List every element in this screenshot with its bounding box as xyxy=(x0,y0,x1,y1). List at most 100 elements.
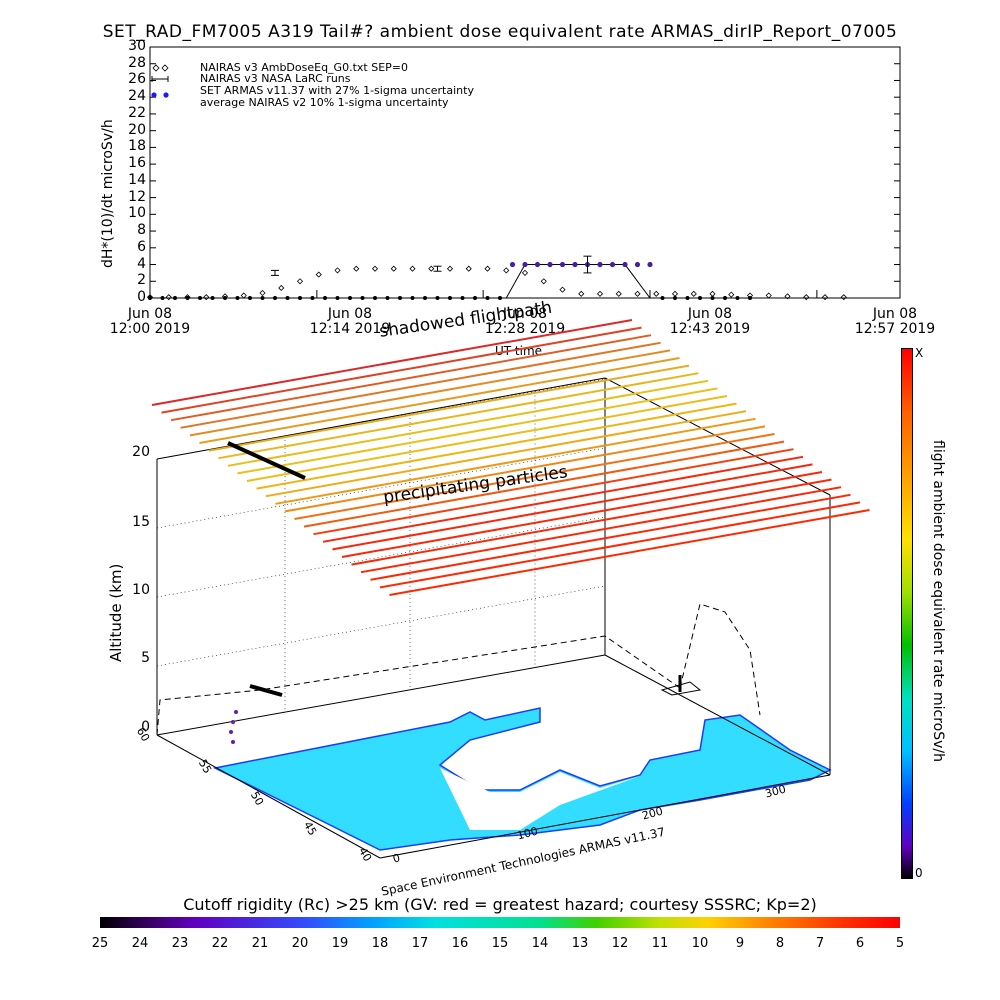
armas-point xyxy=(323,296,327,300)
colorbar-max-label: X xyxy=(915,346,924,360)
particle-line xyxy=(370,493,851,581)
x-tick-label: Jun 08 12:43 2019 xyxy=(669,306,751,337)
legend-entry: SET ARMAS v11.37 with 27% 1-sigma uncert… xyxy=(200,84,474,97)
nairas-v3-point xyxy=(596,290,604,297)
colorbar-tick-label: 10 xyxy=(691,936,709,951)
nairas-v3-point xyxy=(728,291,735,298)
armas-point xyxy=(498,296,502,300)
particle-line xyxy=(265,410,747,498)
y-tick-label: 18 xyxy=(128,138,146,155)
nairas-v3-point xyxy=(334,267,341,274)
flight-point xyxy=(231,720,235,724)
particle-line xyxy=(275,417,756,505)
armas-point xyxy=(735,296,740,300)
armas-point xyxy=(710,296,715,300)
colorbar-tick-label: 24 xyxy=(131,936,149,951)
nairas-v3-point xyxy=(446,265,454,272)
nairas-v3-point xyxy=(634,290,641,297)
particle-line xyxy=(180,341,661,429)
nairas-v3-point xyxy=(278,284,285,292)
nairas-v3-point xyxy=(503,267,510,274)
y-tick-label: 26 xyxy=(128,71,146,88)
nairas-v3-point xyxy=(315,271,322,278)
y-tick-label: 16 xyxy=(128,155,146,172)
armas-point xyxy=(198,296,202,300)
armas-point xyxy=(647,261,653,268)
colorbar-tick-label: 22 xyxy=(211,936,229,951)
nairas-v3-point xyxy=(165,294,172,301)
particle-line xyxy=(351,478,832,566)
armas-point xyxy=(298,296,302,300)
legend-entry: NAIRAS v3 NASA LaRC runs xyxy=(200,72,351,85)
armas-point xyxy=(547,261,553,268)
flight-point xyxy=(231,740,235,744)
y-tick-label: 30 xyxy=(128,38,146,54)
nairas-v3-point xyxy=(203,294,210,301)
armas-point xyxy=(460,296,465,300)
z-tick-label: 5 xyxy=(141,650,150,666)
legend-diamond-marker xyxy=(152,64,169,72)
colorbar-tick-label: 8 xyxy=(775,936,785,951)
nairas-v3-point xyxy=(409,265,416,272)
particle-line xyxy=(360,486,842,574)
y-tick-label: 4 xyxy=(137,255,146,272)
y-tick-label: 10 xyxy=(128,205,146,222)
armas-point xyxy=(660,296,665,300)
colorbar-tick-label: 9 xyxy=(735,936,745,951)
armas-point xyxy=(410,296,415,300)
flight-point xyxy=(229,730,233,734)
armas-point xyxy=(597,261,603,268)
grid-line xyxy=(156,447,606,529)
particle-line xyxy=(246,395,728,482)
nairas-v3-point xyxy=(840,294,847,301)
colorbar-tick-label: 11 xyxy=(651,936,669,951)
nairas-v3-point xyxy=(690,290,697,297)
y-tick-label: 24 xyxy=(128,88,146,105)
x-tick-label: Jun 08 12:00 2019 xyxy=(109,306,191,337)
armas-point xyxy=(360,296,365,300)
armas-point xyxy=(622,261,628,268)
armas-point xyxy=(473,296,477,300)
colorbar-tick-label: 6 xyxy=(855,936,865,951)
armas-point xyxy=(673,296,677,300)
armas-point xyxy=(223,296,227,300)
armas-point xyxy=(348,296,352,300)
y-tick-label: 0 xyxy=(137,289,146,305)
armas-point xyxy=(423,296,427,300)
armas-point xyxy=(335,296,340,300)
y-tick-label: 6 xyxy=(137,238,146,255)
nairas-v3-point xyxy=(615,290,622,297)
y-tick-label: 2 xyxy=(137,272,146,289)
armas-point xyxy=(572,261,578,268)
nairas-v3-point xyxy=(821,294,829,301)
3d-box-edge xyxy=(156,734,381,859)
armas-point xyxy=(522,261,528,268)
colorbar-tick-label: 21 xyxy=(251,936,269,951)
particle-line xyxy=(303,440,785,528)
nairas-v3-point xyxy=(484,265,491,272)
map-sea xyxy=(440,768,640,830)
armas-point xyxy=(609,261,616,268)
colorbar-min-label: 0 xyxy=(915,866,923,880)
colorbar-tick-label: 20 xyxy=(291,936,309,951)
nairas-v3-point xyxy=(521,269,529,276)
dose-colorbar xyxy=(901,348,913,879)
grid-line xyxy=(156,585,606,667)
armas-point xyxy=(559,261,566,268)
armas-point xyxy=(634,261,641,268)
z-tick-label: 10 xyxy=(132,582,150,598)
plot-frame xyxy=(149,46,901,299)
particle-line xyxy=(294,433,775,520)
particle-line xyxy=(379,501,861,589)
particle-line xyxy=(227,379,709,467)
armas-point xyxy=(148,296,152,300)
shadowed-flight-segment xyxy=(227,441,306,480)
armas-point xyxy=(248,296,252,300)
armas-point xyxy=(435,296,440,300)
nairas-v3-point xyxy=(803,294,810,301)
legend-dot-marker xyxy=(163,92,169,98)
armas-point xyxy=(698,296,702,300)
x-tick-label: Jun 08 12:28 2019 xyxy=(484,306,566,337)
armas-point xyxy=(385,296,390,300)
